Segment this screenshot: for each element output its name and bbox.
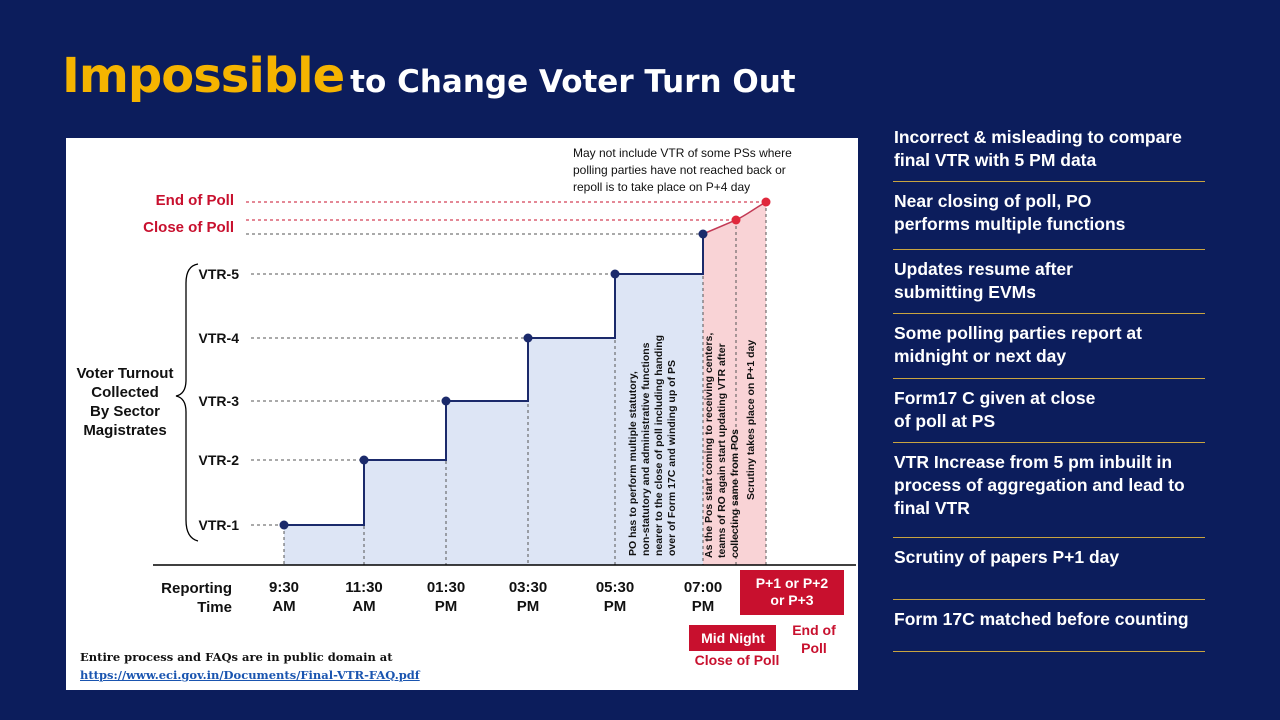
y-tick-label: VTR-5 bbox=[199, 266, 240, 282]
midnight-box bbox=[689, 625, 776, 651]
step-area bbox=[615, 274, 703, 565]
vtr-step-chart: VTR-1 VTR-2 VTR-3 VTR-4 VTR-5 Close of Poll En… bbox=[77, 146, 856, 668]
sidebar-item: Incorrect & misleading to compare final … bbox=[893, 126, 1205, 182]
end-box-label: or P+3 bbox=[770, 592, 813, 608]
group-label-line: By Sector bbox=[90, 403, 160, 420]
step-area bbox=[284, 525, 364, 565]
vertical-note: As the Pos start coming to receiving cen… bbox=[703, 333, 741, 558]
x-tick-label: AM bbox=[352, 598, 375, 615]
x-tick-label: AM bbox=[272, 598, 295, 615]
data-point bbox=[441, 396, 451, 406]
group-label-line: Collected bbox=[91, 384, 159, 401]
y-label-close-of-poll: Close of Poll bbox=[143, 219, 234, 236]
x-tick-label: PM bbox=[604, 598, 627, 615]
sidebar-item: Near closing of poll, PO performs multip… bbox=[893, 182, 1205, 250]
x-tick-label: PM bbox=[692, 598, 715, 615]
sidebar-item: VTR Increase from 5 pm inbuilt in proces… bbox=[893, 443, 1205, 538]
y-label-end-of-poll: End of Poll bbox=[156, 192, 234, 209]
x-tick-label: 9:30 bbox=[269, 579, 299, 596]
x-tick-label: PM bbox=[517, 598, 540, 615]
chart-panel: VTR-1 VTR-2 VTR-3 VTR-4 VTR-5 Close of Poll En… bbox=[66, 138, 858, 690]
close-of-poll-label: Close of Poll bbox=[695, 652, 780, 668]
x-tick-label: 03:30 bbox=[509, 579, 547, 596]
data-point-end bbox=[761, 197, 771, 207]
vertical-note: Scrutiny takes place on P+1 day bbox=[745, 340, 757, 500]
end-of-poll-label: Poll bbox=[801, 640, 827, 656]
sidebar-list: Incorrect & misleading to compare final … bbox=[893, 126, 1205, 652]
vertical-note: PO has to perform multiple statutory,non… bbox=[627, 335, 678, 556]
x-tick-label: 11:30 bbox=[345, 579, 383, 596]
data-point bbox=[610, 269, 620, 279]
end-of-poll-label: End of bbox=[792, 622, 836, 638]
x-tick-label: 01:30 bbox=[427, 579, 465, 596]
y-tick-label: VTR-4 bbox=[199, 330, 240, 346]
data-point-close bbox=[731, 215, 741, 225]
top-note-line: May not include VTR of some PSs where bbox=[573, 146, 792, 160]
sidebar-item: Scrutiny of papers P+1 day bbox=[893, 538, 1205, 600]
midnight-label: Mid Night bbox=[701, 630, 765, 646]
group-label-line: Magistrates bbox=[83, 422, 166, 439]
y-tick-label: VTR-3 bbox=[199, 393, 240, 409]
x-axis-title: Reporting bbox=[161, 580, 232, 597]
sidebar-item: Updates resume after submitting EVMs bbox=[893, 250, 1205, 314]
sidebar-item: Form17 C given at close of poll at PS bbox=[893, 379, 1205, 443]
top-note-line: polling parties have not reached back or bbox=[573, 163, 786, 177]
end-box bbox=[740, 570, 844, 615]
x-tick-label: 05:30 bbox=[596, 579, 634, 596]
x-axis-title: Time bbox=[197, 599, 232, 616]
group-label-line: Voter Turnout bbox=[77, 365, 174, 382]
y-tick-label: VTR-2 bbox=[199, 452, 240, 468]
step-area bbox=[446, 401, 528, 565]
sidebar-item: Form 17C matched before counting bbox=[893, 600, 1205, 652]
footnote-text: Entire process and FAQs are in public do… bbox=[80, 650, 393, 664]
data-point bbox=[279, 520, 289, 530]
top-note-line: repoll is to take place on P+4 day bbox=[573, 180, 750, 194]
sidebar-item: Some polling parties report at midnight … bbox=[893, 314, 1205, 379]
footnote-link[interactable]: https://www.eci.gov.in/Documents/Final-V… bbox=[80, 668, 420, 682]
title-highlight: Impossible bbox=[62, 48, 345, 104]
data-point bbox=[523, 333, 533, 343]
page-title: Impossible to Change Voter Turn Out bbox=[62, 48, 796, 104]
x-tick-label: PM bbox=[435, 598, 458, 615]
brace bbox=[175, 263, 199, 542]
step-area bbox=[364, 460, 446, 565]
data-point bbox=[698, 229, 708, 239]
end-box-label: P+1 or P+2 bbox=[756, 575, 829, 591]
data-point bbox=[359, 455, 369, 465]
step-area bbox=[528, 338, 615, 565]
post-poll-area bbox=[703, 202, 766, 565]
vtr-step-line bbox=[284, 234, 704, 526]
title-rest: to Change Voter Turn Out bbox=[350, 64, 796, 100]
y-tick-label: VTR-1 bbox=[199, 517, 240, 533]
x-tick-label: 07:00 bbox=[684, 579, 722, 596]
